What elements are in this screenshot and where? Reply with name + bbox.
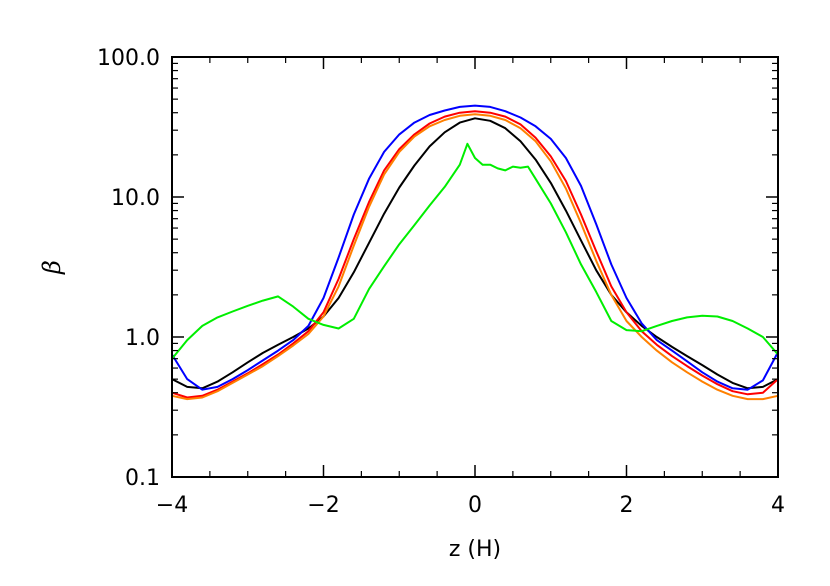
y-tick-label: 100.0 xyxy=(97,46,160,71)
plot-frame xyxy=(171,56,779,478)
x-tick-label: 0 xyxy=(468,493,482,518)
series-line-1 xyxy=(171,117,779,390)
series-layer xyxy=(171,104,779,401)
x-tick-label: −2 xyxy=(307,493,339,518)
series-line-5 xyxy=(171,142,779,360)
tick-layer: −4 −2 0 2 4 0.1 1.0 10.0 100.0 xyxy=(97,46,785,518)
x-axis-label: z (H) xyxy=(449,537,501,562)
x-tick-label: −4 xyxy=(156,493,188,518)
series-line-4 xyxy=(171,113,779,401)
y-tick-label: 1.0 xyxy=(125,326,160,351)
series-line-3 xyxy=(171,110,779,399)
y-axis-label: β xyxy=(38,260,66,275)
y-tick-label: 10.0 xyxy=(111,186,160,211)
x-tick-label: 4 xyxy=(771,493,785,518)
y-tick-label: 0.1 xyxy=(125,466,160,491)
series-line-2 xyxy=(171,104,779,391)
x-tick-label: 2 xyxy=(620,493,634,518)
